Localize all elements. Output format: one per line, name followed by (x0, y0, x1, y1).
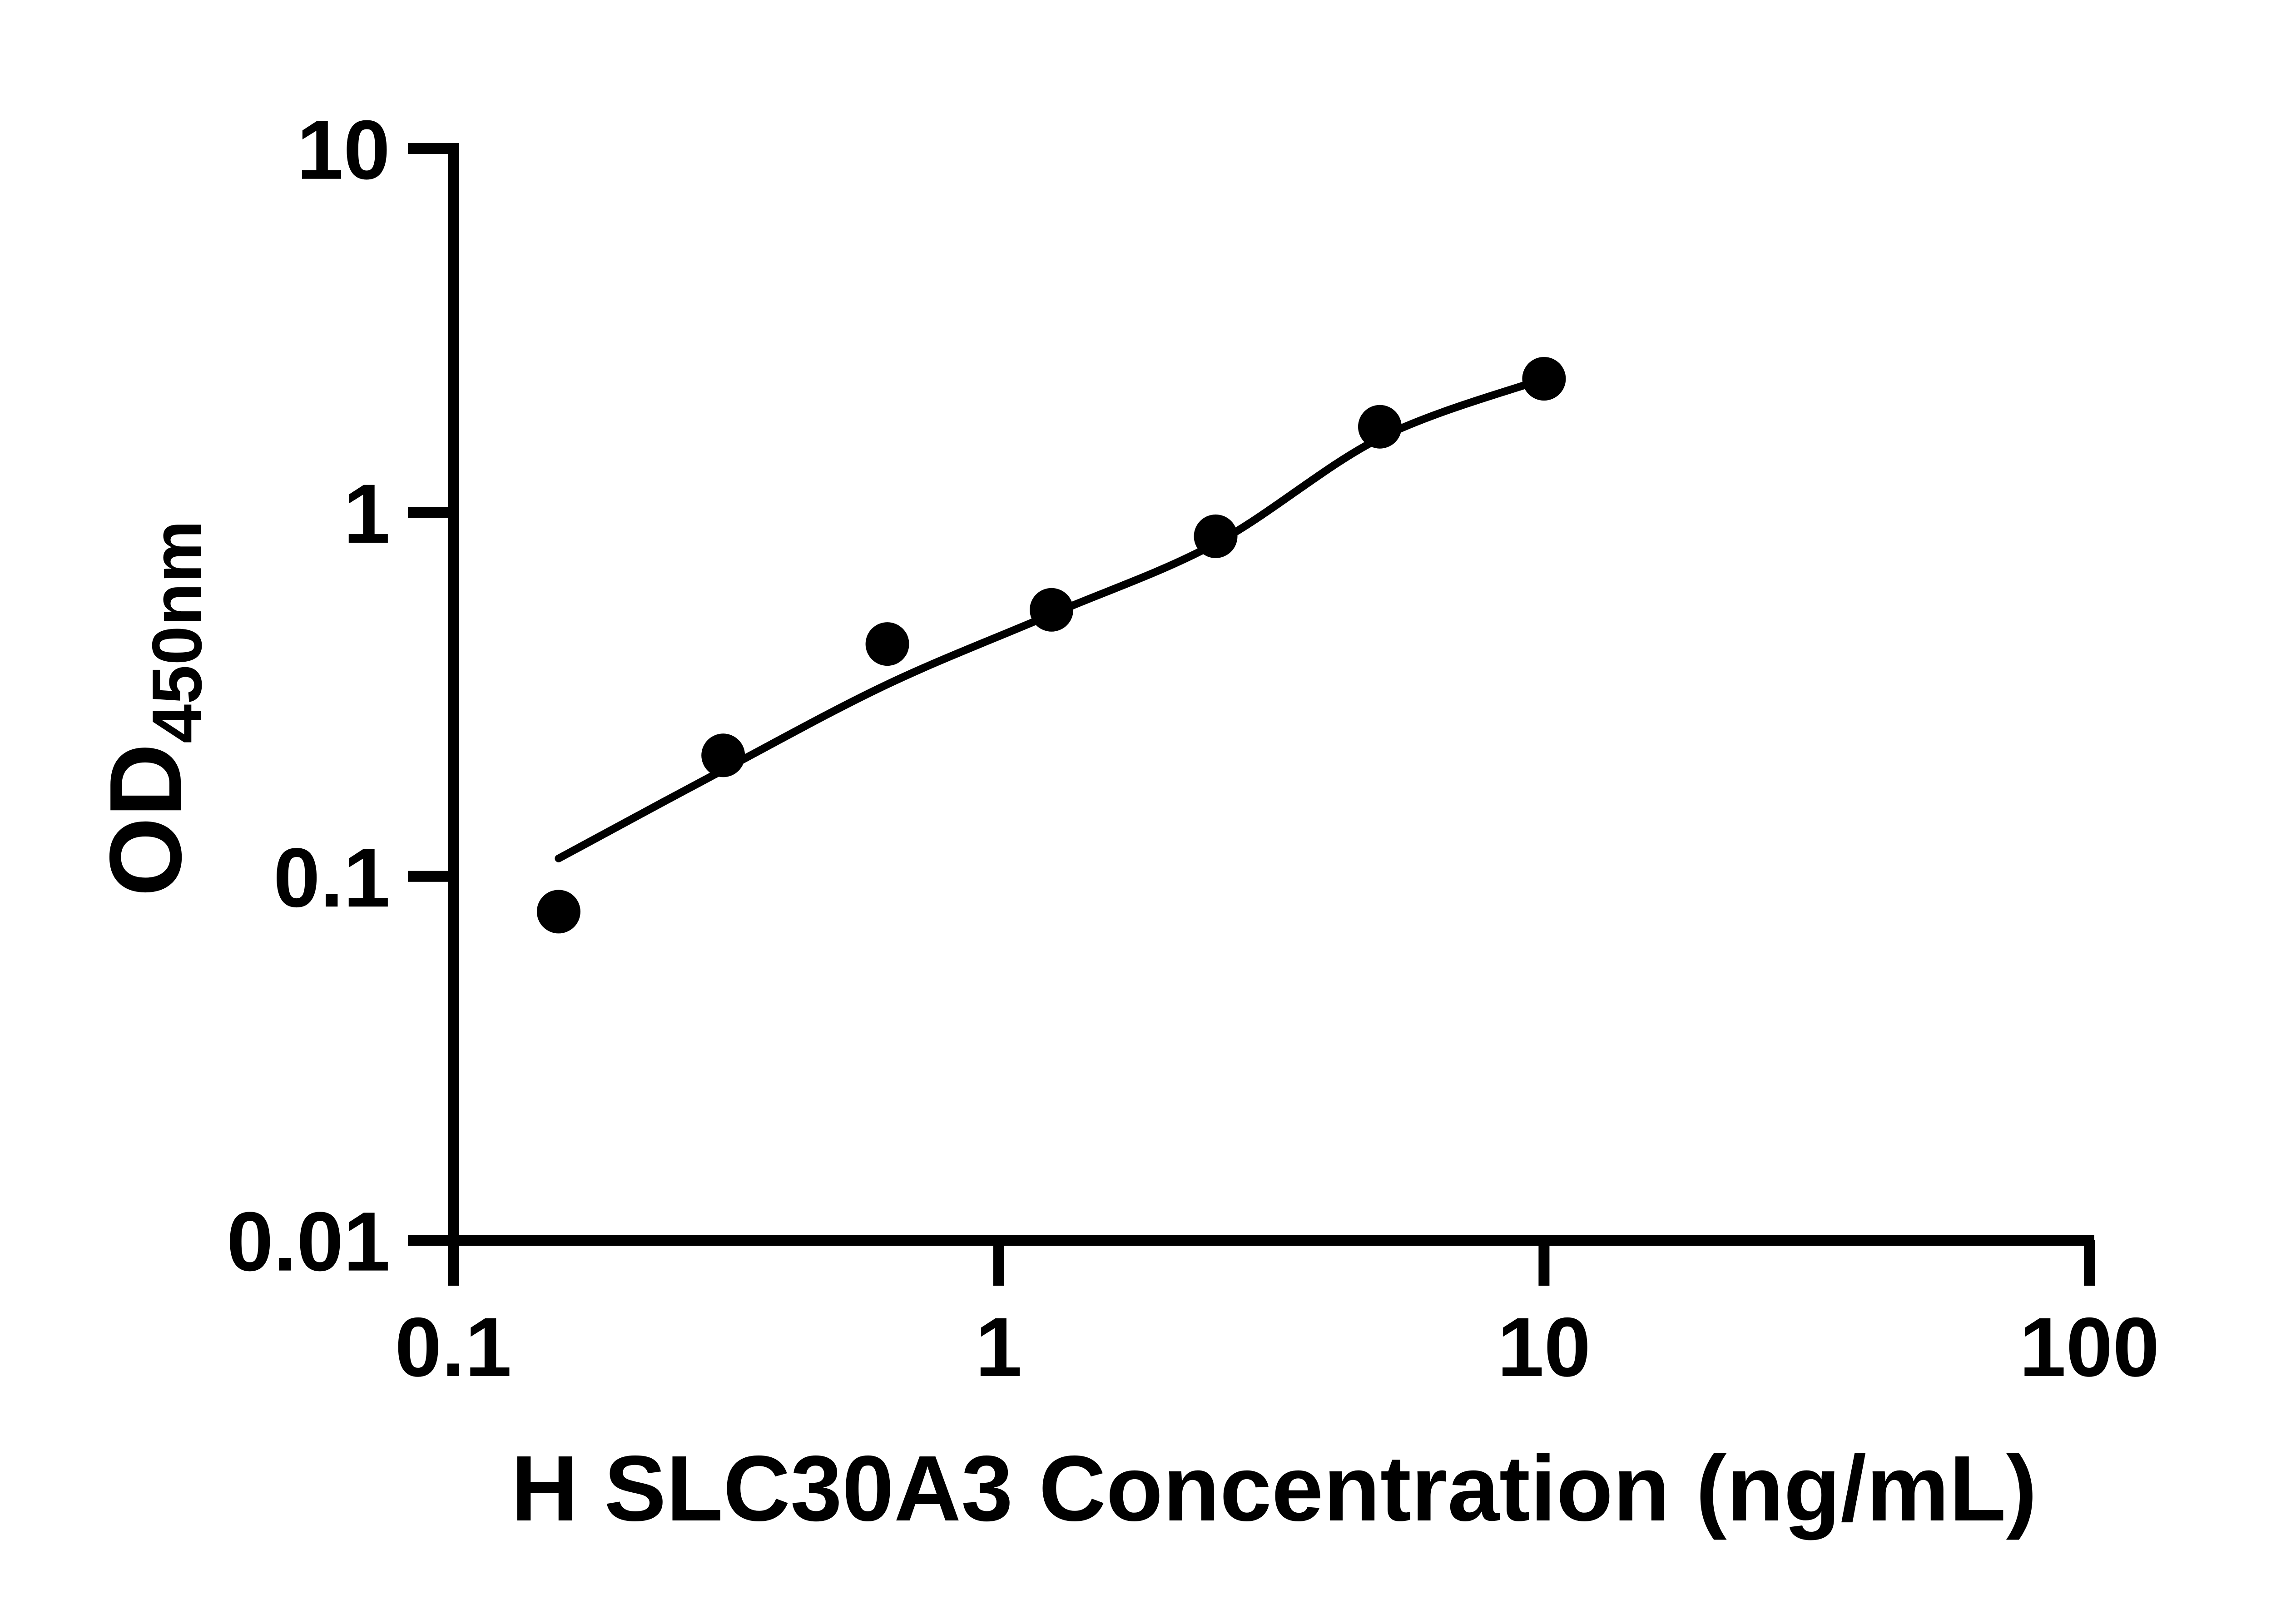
y-tick-label-1: 1 (343, 467, 390, 561)
axes (408, 143, 2095, 1286)
x-axis-title: H SLC30A3 Concentration (ng/mL) (511, 1436, 2037, 1540)
data-point (1522, 357, 1566, 401)
data-points (536, 357, 1566, 934)
y-tick-label-0.01: 0.01 (227, 1195, 390, 1289)
x-tick-label-0.1: 0.1 (395, 1301, 511, 1394)
y-tick-label-0.1: 0.1 (273, 831, 390, 925)
data-point (1030, 588, 1074, 632)
x-tick-label-100: 100 (2019, 1301, 2160, 1394)
x-tick-label-1: 1 (975, 1301, 1022, 1394)
y-axis-title: OD450nm (88, 520, 216, 897)
y-tick-label-10: 10 (297, 104, 390, 197)
y-axis-title-subscript: 450nm (138, 520, 216, 743)
x-tick-label-10: 10 (1497, 1301, 1591, 1394)
data-point (536, 890, 580, 934)
data-point (1194, 514, 1238, 558)
data-point (865, 622, 909, 666)
data-point (701, 733, 745, 777)
data-point (1358, 405, 1402, 449)
